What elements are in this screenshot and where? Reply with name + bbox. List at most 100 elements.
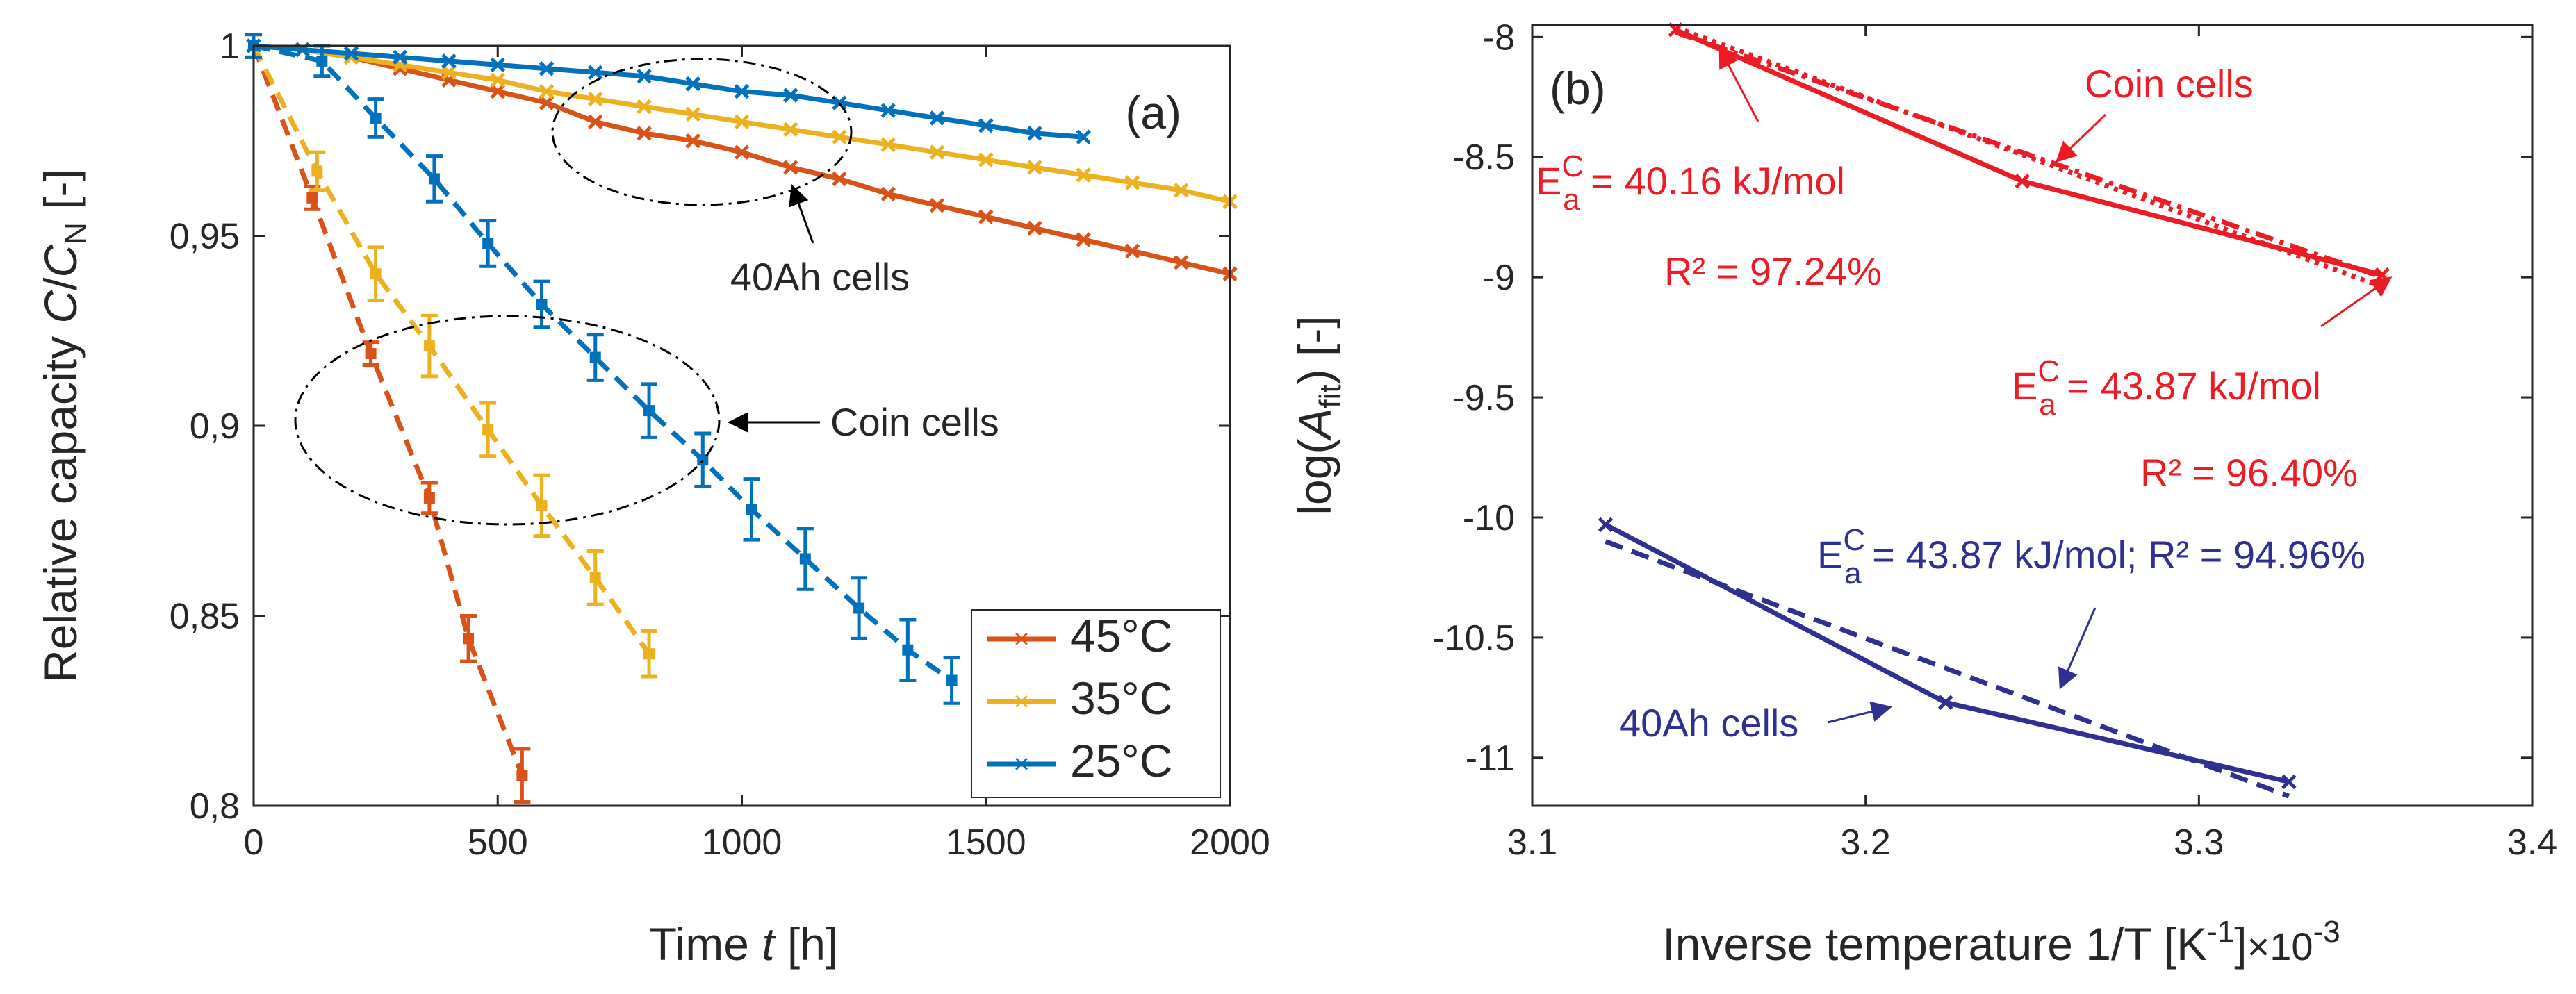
a-series-0-point (490, 83, 506, 99)
a-series-2-point (392, 49, 408, 65)
a-series-0-point (832, 171, 847, 187)
a-series-1-point (1124, 175, 1140, 190)
a-series-1-point (637, 99, 652, 115)
a-series-1-point (441, 65, 457, 81)
panel-a-y-axis-label: Relative capacity C/CN [-] (35, 169, 93, 683)
a-x-tick-label: 1000 (702, 822, 782, 863)
legend-label-35: 35°C (1070, 672, 1172, 724)
b-y-tick-label: -9 (1483, 258, 1515, 298)
b-series-line-1 (1675, 30, 2384, 280)
a-series-2-point (880, 103, 896, 118)
annotation-coin-label: Coin cells (830, 400, 999, 444)
a-series-0-point (929, 197, 945, 213)
a-series-5-point (746, 504, 757, 515)
a-series-1-point (685, 106, 701, 122)
b-series-3-point (1598, 517, 1614, 533)
a-series-2-point (587, 65, 603, 81)
a-y-tick-label: 0,85 (170, 597, 240, 637)
annotation-arrow-ea1 (1718, 47, 1759, 122)
a-series-2-point (343, 46, 359, 61)
annotation-r2: R² = 96.40% (2140, 451, 2358, 495)
a-series-4-point (423, 340, 435, 352)
a-series-1-point (1173, 183, 1189, 198)
a-series-0-point (539, 95, 555, 110)
a-series-5-point (482, 238, 494, 249)
a-x-tick-label: 0 (244, 822, 264, 863)
legend-marker-35: × (1013, 686, 1029, 717)
a-x-tick-label: 1500 (946, 822, 1026, 863)
panel-b: 3.1 3.2 3.3 3.4-8-8.5-9-9.5-10-10.5-11 (b) … (1289, 17, 2557, 970)
annotation-arrow-coin-cells (2055, 113, 2107, 163)
b-x-tick-label: 3.1 (1507, 822, 1557, 863)
b-series-line-4 (1605, 539, 2290, 799)
a-series-0-point (587, 114, 603, 130)
b-x-tick-label: 3.3 (2174, 822, 2224, 863)
panel-b-plot-area (1598, 22, 2390, 799)
legend-label-25: 25°C (1070, 735, 1172, 786)
a-series-line-3 (251, 44, 525, 777)
a-series-4-point (482, 424, 494, 436)
a-series-1-point (539, 83, 555, 99)
a-series-0-point (1027, 220, 1042, 236)
a-series-2-point (978, 118, 994, 133)
annotation-40ah-cells: 40Ah cells (1619, 701, 1798, 745)
annotation-ellipse-coin (294, 315, 721, 526)
b-series-3-point (1938, 695, 1953, 711)
b-series-0-point (2015, 174, 2030, 189)
annotation-40ah-label: 40Ah cells (730, 255, 910, 299)
a-series-5-point (697, 454, 709, 466)
a-y-tick-label: 1 (220, 26, 240, 67)
a-series-2-point (490, 57, 506, 73)
a-series-1-point (832, 129, 847, 145)
a-series-2-point (782, 88, 798, 103)
a-series-1-point (1027, 160, 1042, 175)
a-series-3-point (463, 633, 475, 645)
a-series-2-point (685, 76, 701, 92)
a-series-0-point (1076, 232, 1092, 247)
panel-b-axes-box (1531, 24, 2534, 807)
a-series-5-point (316, 55, 328, 67)
annotation-arrow-ea3 (2058, 607, 2097, 690)
a-series-1-point (587, 91, 603, 107)
a-series-0-point (978, 209, 994, 224)
a-series-0-point (637, 126, 652, 141)
annotation-ellipse-40ah (551, 58, 853, 206)
a-series-1-point (490, 72, 506, 88)
a-series-1-point (782, 122, 798, 138)
legend-marker-45: × (1013, 624, 1029, 654)
a-series-2-point (1076, 129, 1092, 145)
a-series-4-point (536, 499, 548, 511)
annotation-ea1: EC a = 40.16 kJ/mol (1536, 149, 1845, 217)
a-series-3-point (423, 492, 435, 504)
a-series-0-point (685, 133, 701, 149)
a-series-2-point (539, 61, 555, 76)
a-series-2-point (637, 68, 652, 84)
a-series-5-point (902, 644, 914, 656)
annotation-coin-cells-label: Coin cells (2085, 62, 2254, 106)
a-series-4-point (370, 268, 382, 280)
a-series-1-point (978, 152, 994, 167)
a-series-0-point (1173, 255, 1189, 270)
annotation-arrow-40ah-cells (1827, 701, 1892, 724)
b-y-tick-label: -8.5 (1452, 138, 1515, 178)
panel-b-label: (b) (1550, 63, 1606, 114)
annotation-ea2: EC a = 43.87 kJ/mol (2012, 354, 2321, 422)
annotation-ea3: EC a = 43.87 kJ/mol; R² = 94.96% (1817, 523, 2365, 590)
a-series-3-point (365, 348, 377, 360)
a-x-tick-label: 500 (468, 822, 528, 863)
b-series-3-point (2281, 774, 2297, 790)
a-series-0-point (734, 144, 750, 160)
a-series-2-point (1027, 126, 1042, 141)
b-y-tick-label: -8 (1483, 17, 1515, 58)
a-series-0-point (880, 186, 896, 202)
a-series-1-point (734, 114, 750, 130)
a-y-tick-label: 0,8 (190, 786, 240, 827)
a-series-5-point (589, 351, 601, 363)
panel-b-annotations-coin: Coin cells EC a = 40.16 kJ/mol R² = 97.24… (1536, 47, 2393, 495)
a-series-line-5 (253, 43, 953, 683)
panel-a: 0 500 1000 1500 2000 0,8 0,85 0,9 0,95 1 (a) Time… (35, 26, 1270, 970)
a-series-5-point (946, 674, 958, 686)
a-series-line-2 (253, 43, 1084, 140)
panel-b-annotations-40ah: EC a = 43.87 kJ/mol; R² = 94.96% 40Ah cel… (1619, 523, 2365, 745)
b-y-tick-label: -9.5 (1452, 378, 1515, 418)
